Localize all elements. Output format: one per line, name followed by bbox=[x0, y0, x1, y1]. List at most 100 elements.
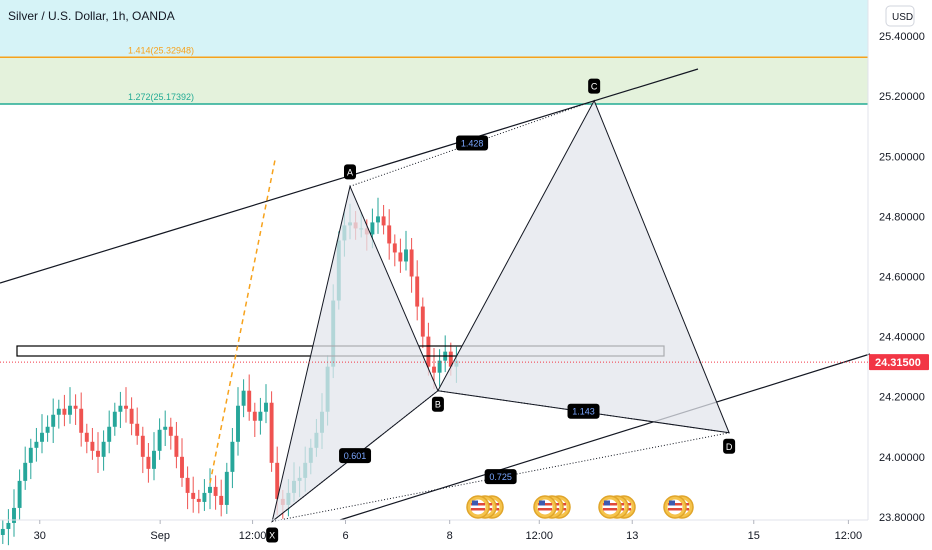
channel-lower-line[interactable] bbox=[339, 353, 871, 521]
candle bbox=[135, 407, 140, 445]
time-axis-tick: Sep bbox=[150, 530, 170, 542]
time-axis-tick: 30 bbox=[34, 530, 46, 542]
fib-label-1414: 1.414(25.32948) bbox=[128, 45, 194, 55]
pattern-point-d[interactable]: D bbox=[723, 438, 736, 454]
candle bbox=[191, 476, 196, 513]
candle bbox=[12, 489, 16, 537]
price-axis-tick: 24.40000 bbox=[879, 332, 925, 344]
price-axis-tick: 24.00000 bbox=[879, 452, 925, 464]
candle bbox=[90, 427, 95, 460]
candle bbox=[40, 414, 44, 454]
price-axis[interactable]: 23.80000 24.00000 24.20000 24.40000 24.60000… bbox=[867, 0, 925, 524]
pattern-point-label: D bbox=[726, 442, 733, 452]
candle bbox=[174, 421, 179, 469]
pattern-ratio-text: 1.143 bbox=[572, 407, 595, 417]
candle bbox=[443, 335, 448, 373]
candle bbox=[118, 391, 123, 428]
candle bbox=[51, 398, 56, 444]
time-axis-tick: 13 bbox=[626, 530, 638, 542]
candle bbox=[213, 475, 218, 510]
candle bbox=[236, 387, 240, 456]
pattern-point-label: C bbox=[591, 82, 598, 92]
harmonic-pattern[interactable]: 0.601 1.428 1.143 0.725 X A B C D bbox=[266, 78, 736, 543]
us-flag-icon[interactable] bbox=[466, 495, 490, 519]
candle bbox=[409, 238, 414, 293]
candle bbox=[230, 427, 235, 489]
us-flag-icon[interactable] bbox=[533, 495, 557, 519]
us-flag-icon[interactable] bbox=[663, 495, 687, 519]
time-axis-tick: 6 bbox=[342, 530, 348, 542]
candle bbox=[34, 427, 39, 462]
pattern-point-a[interactable]: A bbox=[344, 164, 356, 180]
pattern-ratio-text: 0.601 bbox=[344, 451, 367, 461]
candle bbox=[56, 399, 61, 429]
fib-zone-lower bbox=[0, 57, 868, 105]
candle bbox=[196, 489, 201, 514]
time-axis-tick: 8 bbox=[447, 530, 453, 542]
candle bbox=[269, 391, 274, 472]
candle bbox=[129, 397, 134, 436]
candle bbox=[180, 438, 184, 487]
candle bbox=[387, 209, 392, 260]
candle bbox=[45, 415, 50, 442]
candle bbox=[140, 426, 145, 474]
price-axis-tick: 24.20000 bbox=[879, 392, 925, 404]
us-flag-icon[interactable] bbox=[598, 495, 622, 519]
currency-button[interactable]: USD bbox=[885, 5, 915, 27]
pattern-ratio-label: 1.428 bbox=[456, 135, 489, 151]
candle bbox=[96, 432, 100, 474]
candle bbox=[208, 468, 212, 510]
economic-events[interactable] bbox=[466, 495, 694, 519]
pattern-ratio-text: 0.725 bbox=[489, 472, 512, 482]
pattern-point-b[interactable]: B bbox=[431, 396, 444, 412]
pattern-ratio-label: 1.143 bbox=[567, 403, 600, 419]
candle bbox=[376, 197, 380, 234]
candle bbox=[23, 446, 28, 490]
candle bbox=[420, 297, 425, 349]
candle bbox=[152, 432, 156, 481]
time-axis[interactable]: 30 Sep 12:00 6 8 12:00 13 15 12:00 bbox=[0, 519, 868, 542]
pattern-point-c[interactable]: C bbox=[588, 78, 601, 94]
price-axis-tick: 23.80000 bbox=[879, 512, 925, 524]
candle bbox=[0, 519, 5, 544]
pattern-ratio-label: 0.601 bbox=[339, 448, 372, 464]
price-axis-tick: 24.80000 bbox=[879, 211, 925, 223]
candle bbox=[62, 394, 67, 427]
time-axis-tick: 12:00 bbox=[835, 530, 863, 542]
candle bbox=[101, 430, 106, 471]
pattern-point-label: B bbox=[435, 400, 441, 410]
candle bbox=[17, 469, 22, 520]
candle bbox=[157, 418, 162, 460]
pattern-ratio-text: 1.428 bbox=[461, 139, 484, 149]
fib-extension-line[interactable] bbox=[209, 159, 276, 484]
candle bbox=[168, 417, 173, 450]
candle bbox=[107, 410, 112, 454]
candle bbox=[415, 260, 420, 321]
candle bbox=[185, 466, 190, 510]
pattern-point-label: X bbox=[269, 530, 275, 540]
pattern-ratio-label: 0.725 bbox=[484, 469, 517, 485]
candle bbox=[68, 387, 72, 424]
candle bbox=[202, 479, 207, 511]
fib-label-1272: 1.272(25.17392) bbox=[128, 92, 194, 102]
currency-button-label: USD bbox=[892, 12, 913, 23]
candle bbox=[252, 402, 257, 437]
candle bbox=[124, 387, 128, 423]
price-tag bbox=[869, 354, 929, 371]
candle bbox=[392, 234, 397, 267]
candle bbox=[219, 479, 224, 517]
candle bbox=[73, 394, 78, 425]
fib-zones: 1.414(25.32948) 1.272(25.17392) bbox=[0, 0, 868, 105]
candle bbox=[163, 410, 168, 447]
candle bbox=[241, 379, 246, 418]
candle bbox=[426, 322, 431, 376]
candle bbox=[381, 204, 386, 235]
candle bbox=[84, 423, 89, 454]
pattern-point-x[interactable]: X bbox=[266, 527, 279, 543]
time-axis-tick: 12:00 bbox=[526, 530, 554, 542]
candle bbox=[146, 443, 151, 483]
time-axis-tick: 12:00 bbox=[239, 530, 267, 542]
time-axis-tick: 15 bbox=[748, 530, 760, 542]
candle bbox=[258, 397, 263, 435]
